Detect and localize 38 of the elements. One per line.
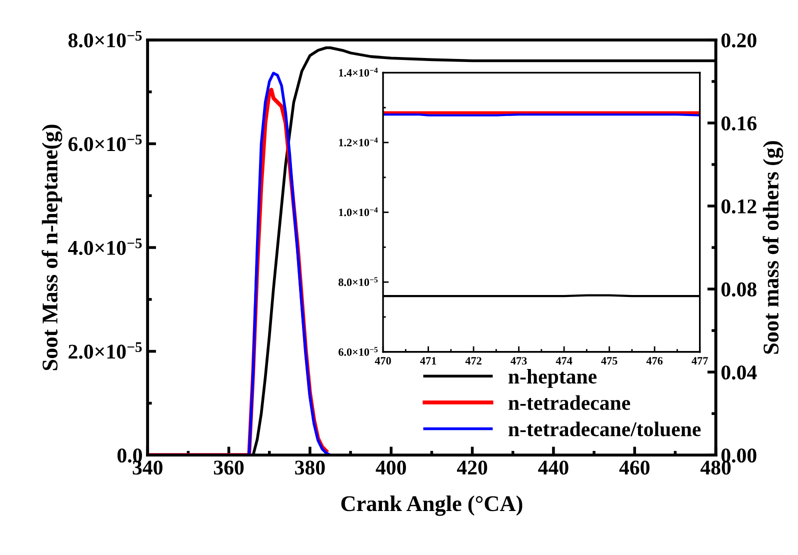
x-tick-label: 380 (295, 460, 325, 475)
y-tick-label: 0.0 (118, 448, 142, 463)
y-tick-label: 8.0×10$^{−5}$ (68, 30, 142, 48)
y2-tick-label: 0.00 (721, 448, 756, 463)
y-tick-label: 1.4×10$^{−4}$ (339, 68, 378, 77)
y-tick-label: 4.0×10$^{−5}$ (68, 238, 142, 256)
y-tick-label: 6.0×10$^{−5}$ (68, 134, 142, 152)
y2-tick-label: 0.08 (721, 282, 756, 297)
y-tick-label: 2.0×10$^{−5}$ (68, 342, 142, 359)
x-tick-label: 440 (538, 460, 568, 475)
y-tick-label: 8.0×10$^{−5}$ (338, 277, 378, 286)
y2-tick-label: 0.20 (721, 33, 756, 48)
x-tick-label: 476 (646, 357, 663, 365)
y-tick-label: 1.0×10$^{−4}$ (339, 207, 378, 216)
y2-tick-label: 0.04 (721, 365, 757, 380)
y-tick-label: 6.0×10$^{−5}$ (338, 347, 378, 356)
x-tick-label: 420 (456, 460, 488, 475)
y-axis-title: Soot Mass of n-heptane(g) (42, 124, 62, 370)
x-tick-label: 471 (420, 357, 436, 364)
y2-tick-label: 0.16 (721, 116, 757, 131)
legend-label: n-heptane (508, 369, 597, 388)
x-tick-label: 475 (601, 357, 618, 365)
x-tick-label: 340 (132, 460, 162, 475)
legend-label: n-tetradecane (508, 395, 630, 410)
x-tick-label: 480 (700, 460, 731, 475)
y2-tick-label: 0.12 (721, 199, 756, 214)
x-tick-label: 460 (619, 460, 650, 475)
legend-label: n-tetradecane/toluene (508, 422, 701, 436)
x-tick-label: 472 (465, 357, 482, 364)
x-tick-label: 400 (376, 460, 406, 475)
x-tick-label: 474 (556, 357, 572, 364)
x-axis-title: Crank Angle (°CA) (341, 496, 522, 516)
y-tick-label: 1.2×10$^{−4}$ (339, 138, 378, 146)
x-tick-label: 473 (510, 357, 527, 365)
x-tick-label: 360 (214, 460, 244, 475)
x-tick-label: 470 (374, 357, 391, 365)
y2-axis-title: Soot mass of others (g) (762, 141, 784, 354)
x-tick-label: 477 (692, 357, 708, 364)
